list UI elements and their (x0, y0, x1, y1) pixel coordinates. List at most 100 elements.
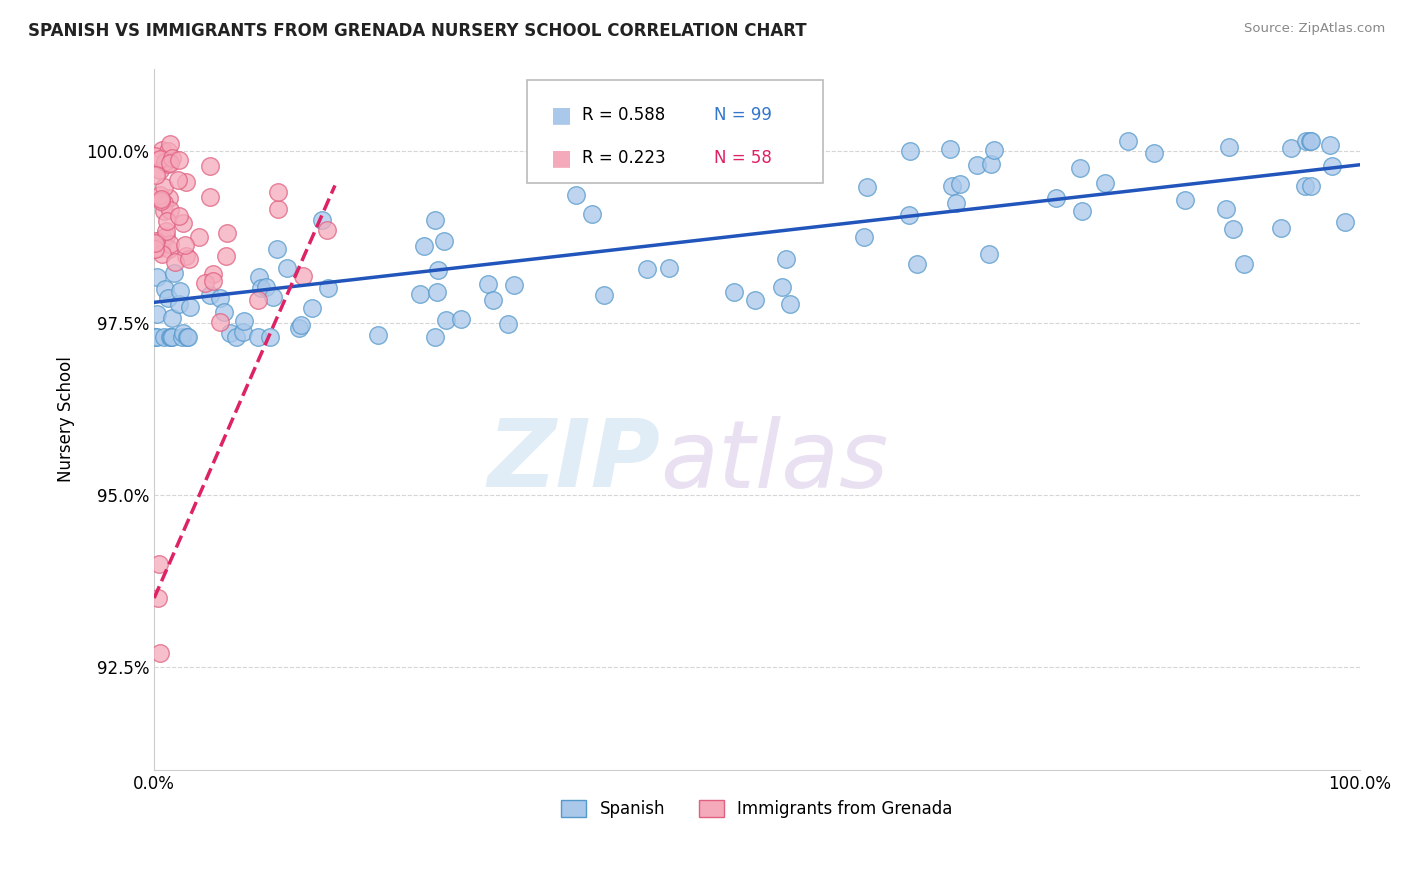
Y-axis label: Nursery School: Nursery School (58, 356, 75, 483)
Point (219, 326, 242, 341)
Point (149, 163, 172, 178)
Point (770, 280, 793, 294)
Legend: Spanish, Immigrants from Grenada: Spanish, Immigrants from Grenada (555, 793, 959, 825)
Point (143, 242, 166, 256)
Point (898, 145, 921, 159)
Point (167, 297, 190, 311)
Point (502, 278, 524, 293)
Point (413, 239, 436, 253)
Point (636, 262, 658, 277)
Point (159, 155, 181, 169)
Text: R = 0.588: R = 0.588 (582, 106, 665, 124)
Point (1295, 134, 1317, 148)
Point (160, 310, 183, 325)
Point (247, 269, 270, 284)
Point (150, 235, 173, 250)
Point (291, 268, 314, 283)
Point (250, 281, 273, 295)
Text: atlas: atlas (661, 416, 889, 507)
Point (1218, 139, 1240, 153)
Point (316, 281, 339, 295)
Point (1301, 179, 1323, 194)
Point (1319, 137, 1341, 152)
Point (155, 223, 177, 237)
Point (188, 230, 211, 244)
Point (262, 290, 284, 304)
Point (159, 237, 181, 252)
Point (581, 207, 603, 221)
Point (977, 246, 1000, 260)
Point (1069, 161, 1091, 175)
Point (148, 557, 170, 571)
Point (160, 151, 183, 165)
Point (450, 311, 472, 326)
Point (162, 266, 184, 280)
Point (367, 327, 389, 342)
Point (159, 242, 181, 256)
Point (145, 269, 167, 284)
Point (246, 293, 269, 308)
Point (945, 196, 967, 211)
Point (1174, 193, 1197, 207)
Point (149, 192, 172, 206)
Point (174, 175, 197, 189)
Point (153, 330, 176, 344)
Point (980, 157, 1002, 171)
Point (856, 180, 879, 194)
Point (983, 143, 1005, 157)
Text: ■: ■ (551, 148, 572, 168)
Point (157, 191, 180, 205)
Point (276, 261, 298, 276)
Point (173, 238, 195, 252)
Point (723, 285, 745, 300)
Point (149, 152, 172, 166)
Text: ZIP: ZIP (488, 416, 661, 508)
Point (149, 194, 172, 208)
Text: SPANISH VS IMMIGRANTS FROM GRENADA NURSERY SCHOOL CORRELATION CHART: SPANISH VS IMMIGRANTS FROM GRENADA NURSE… (28, 22, 807, 40)
Point (152, 231, 174, 245)
Point (163, 254, 186, 268)
Point (744, 293, 766, 307)
Point (232, 325, 254, 339)
Point (146, 591, 169, 605)
Point (592, 288, 614, 302)
Point (143, 149, 166, 163)
Point (152, 246, 174, 260)
Point (155, 229, 177, 244)
Point (159, 137, 181, 152)
Text: R = 0.223: R = 0.223 (582, 149, 665, 167)
Point (423, 212, 446, 227)
Point (423, 330, 446, 344)
Point (1094, 176, 1116, 190)
Text: Source: ZipAtlas.com: Source: ZipAtlas.com (1244, 22, 1385, 36)
Point (156, 214, 179, 228)
Point (208, 291, 231, 305)
Point (145, 168, 167, 182)
Point (1045, 191, 1067, 205)
Text: N = 58: N = 58 (714, 149, 772, 167)
Point (159, 330, 181, 344)
Point (172, 216, 194, 230)
Point (202, 268, 225, 282)
Point (434, 313, 457, 327)
Point (482, 293, 505, 307)
Point (167, 172, 190, 186)
Point (498, 317, 520, 331)
Point (162, 330, 184, 344)
Point (159, 203, 181, 218)
Point (150, 143, 173, 157)
Point (949, 178, 972, 192)
Point (1215, 202, 1237, 217)
Point (198, 159, 221, 173)
Point (1143, 145, 1166, 160)
Point (172, 326, 194, 341)
Point (225, 330, 247, 344)
Point (194, 277, 217, 291)
Point (179, 300, 201, 314)
Point (852, 230, 875, 244)
Point (1279, 141, 1302, 155)
Point (941, 179, 963, 194)
Text: ■: ■ (551, 104, 572, 125)
Point (658, 260, 681, 275)
Point (198, 288, 221, 302)
